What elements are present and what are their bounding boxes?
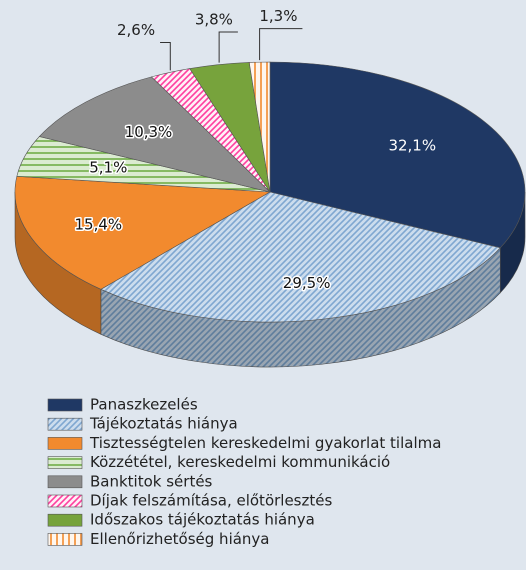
data-label: 5,1% bbox=[89, 159, 127, 177]
data-label: 10,3% bbox=[125, 123, 173, 141]
slice-side-shade bbox=[500, 192, 525, 293]
legend-swatch bbox=[47, 513, 83, 527]
legend-label: Közzététel, kereskedelmi kommunikáció bbox=[90, 453, 390, 471]
legend-swatch bbox=[47, 398, 83, 412]
legend-label: Időszakos tájékoztatás hiánya bbox=[90, 511, 315, 529]
legend-label: Tisztességtelen kereskedelmi gyakorlat t… bbox=[89, 434, 441, 452]
legend-label: Panaszkezelés bbox=[90, 396, 198, 414]
data-label: 3,8% bbox=[195, 11, 233, 29]
legend-label: Banktitok sértés bbox=[90, 472, 213, 490]
legend-swatch bbox=[47, 475, 83, 489]
data-label: 2,6% bbox=[117, 21, 155, 39]
legend-label: Tájékoztatás hiánya bbox=[89, 415, 238, 433]
legend-label: Ellenőrizhetőség hiánya bbox=[90, 530, 270, 548]
data-label: 15,4% bbox=[75, 216, 123, 234]
leader-line bbox=[218, 31, 238, 63]
legend-swatch bbox=[47, 417, 83, 431]
slice bbox=[100, 191, 501, 323]
leader-line bbox=[259, 28, 303, 61]
slice bbox=[38, 76, 271, 193]
slice-side-shade bbox=[15, 192, 101, 335]
legend-label: Díjak felszámítása, előtörlesztés bbox=[90, 492, 332, 510]
slice-side-shade bbox=[100, 247, 501, 367]
slice bbox=[269, 61, 526, 249]
legend-swatch bbox=[47, 533, 83, 546]
data-label: 1,3% bbox=[259, 7, 297, 25]
data-label: 29,5% bbox=[283, 274, 331, 292]
legend-swatch bbox=[47, 456, 83, 469]
data-label: 32,1% bbox=[388, 137, 436, 155]
leader-line bbox=[160, 41, 171, 71]
slice bbox=[248, 61, 271, 193]
legend-swatch bbox=[47, 494, 83, 508]
legend-swatch bbox=[47, 437, 83, 450]
slice bbox=[14, 176, 272, 290]
